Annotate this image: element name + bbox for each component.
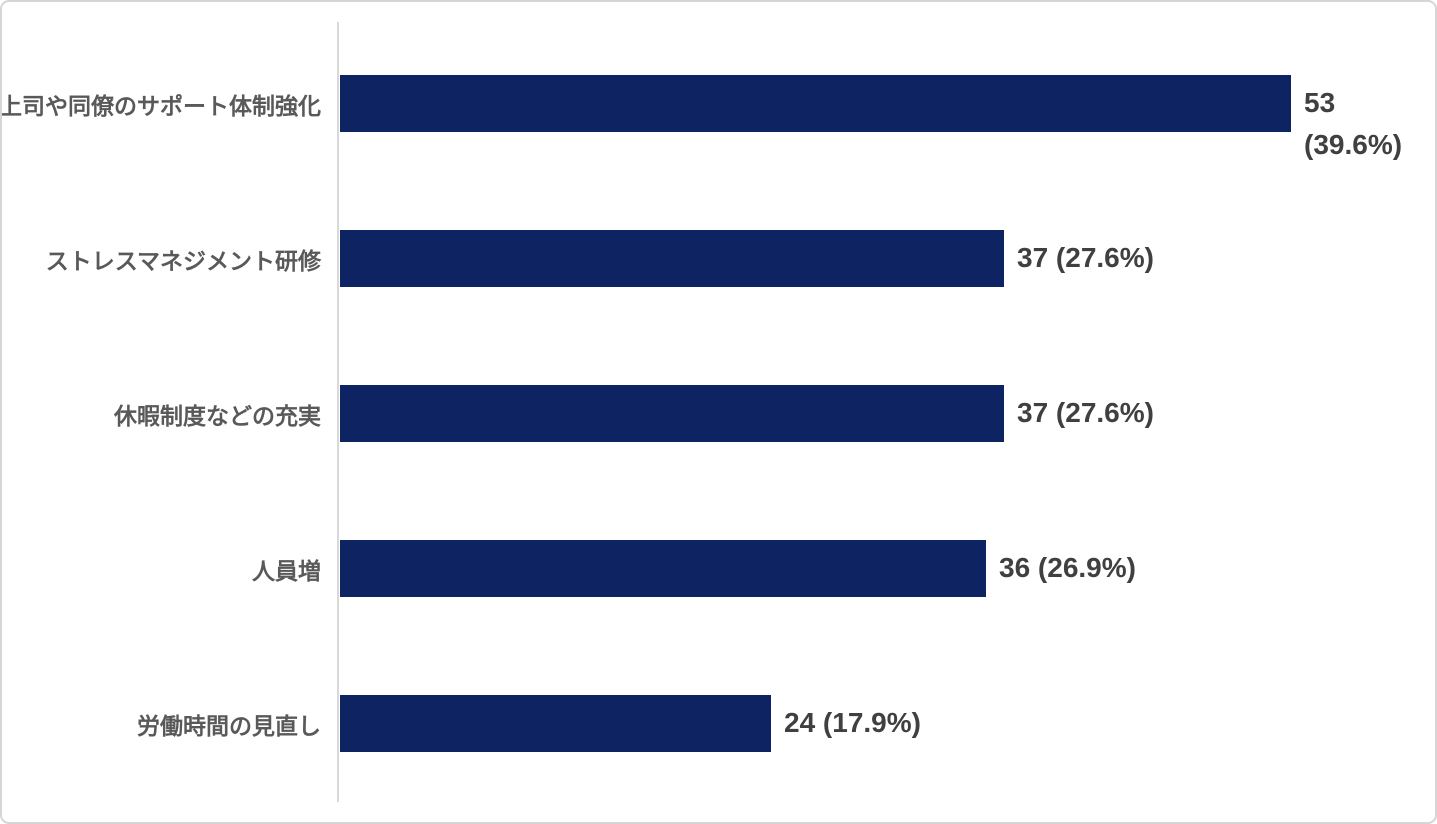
value-label: 53 (39.6%): [1304, 87, 1403, 160]
bar-row: 人員増 36 (26.9%): [2, 491, 1435, 646]
category-label: 人員増: [252, 557, 321, 584]
value-label: 37 (27.6%): [1017, 397, 1154, 428]
bar: [340, 230, 1004, 287]
value-label: 24 (17.9%): [784, 707, 921, 738]
bar: [340, 540, 986, 597]
y-axis-line: [337, 22, 339, 802]
bar-row: 上司や同僚のサポート体制強化 53 (39.6%): [2, 26, 1435, 181]
category-label: 労働時間の見直し: [137, 712, 321, 739]
bar-row: 労働時間の見直し 24 (17.9%): [2, 646, 1435, 801]
bar: [340, 695, 771, 752]
bar-row: ストレスマネジメント研修 37 (27.6%): [2, 181, 1435, 336]
category-label: ストレスマネジメント研修: [45, 247, 321, 274]
value-label: 36 (26.9%): [999, 552, 1136, 583]
bar: [340, 75, 1291, 132]
category-label: 休暇制度などの充実: [114, 402, 321, 429]
bar-row: 休暇制度などの充実 37 (27.6%): [2, 336, 1435, 491]
value-label: 37 (27.6%): [1017, 242, 1154, 273]
category-label: 上司や同僚のサポート体制強化: [0, 92, 321, 119]
plot-area: 上司や同僚のサポート体制強化 53 (39.6%) ストレスマネジメント研修 37 (2…: [2, 26, 1435, 801]
bar: [340, 385, 1004, 442]
